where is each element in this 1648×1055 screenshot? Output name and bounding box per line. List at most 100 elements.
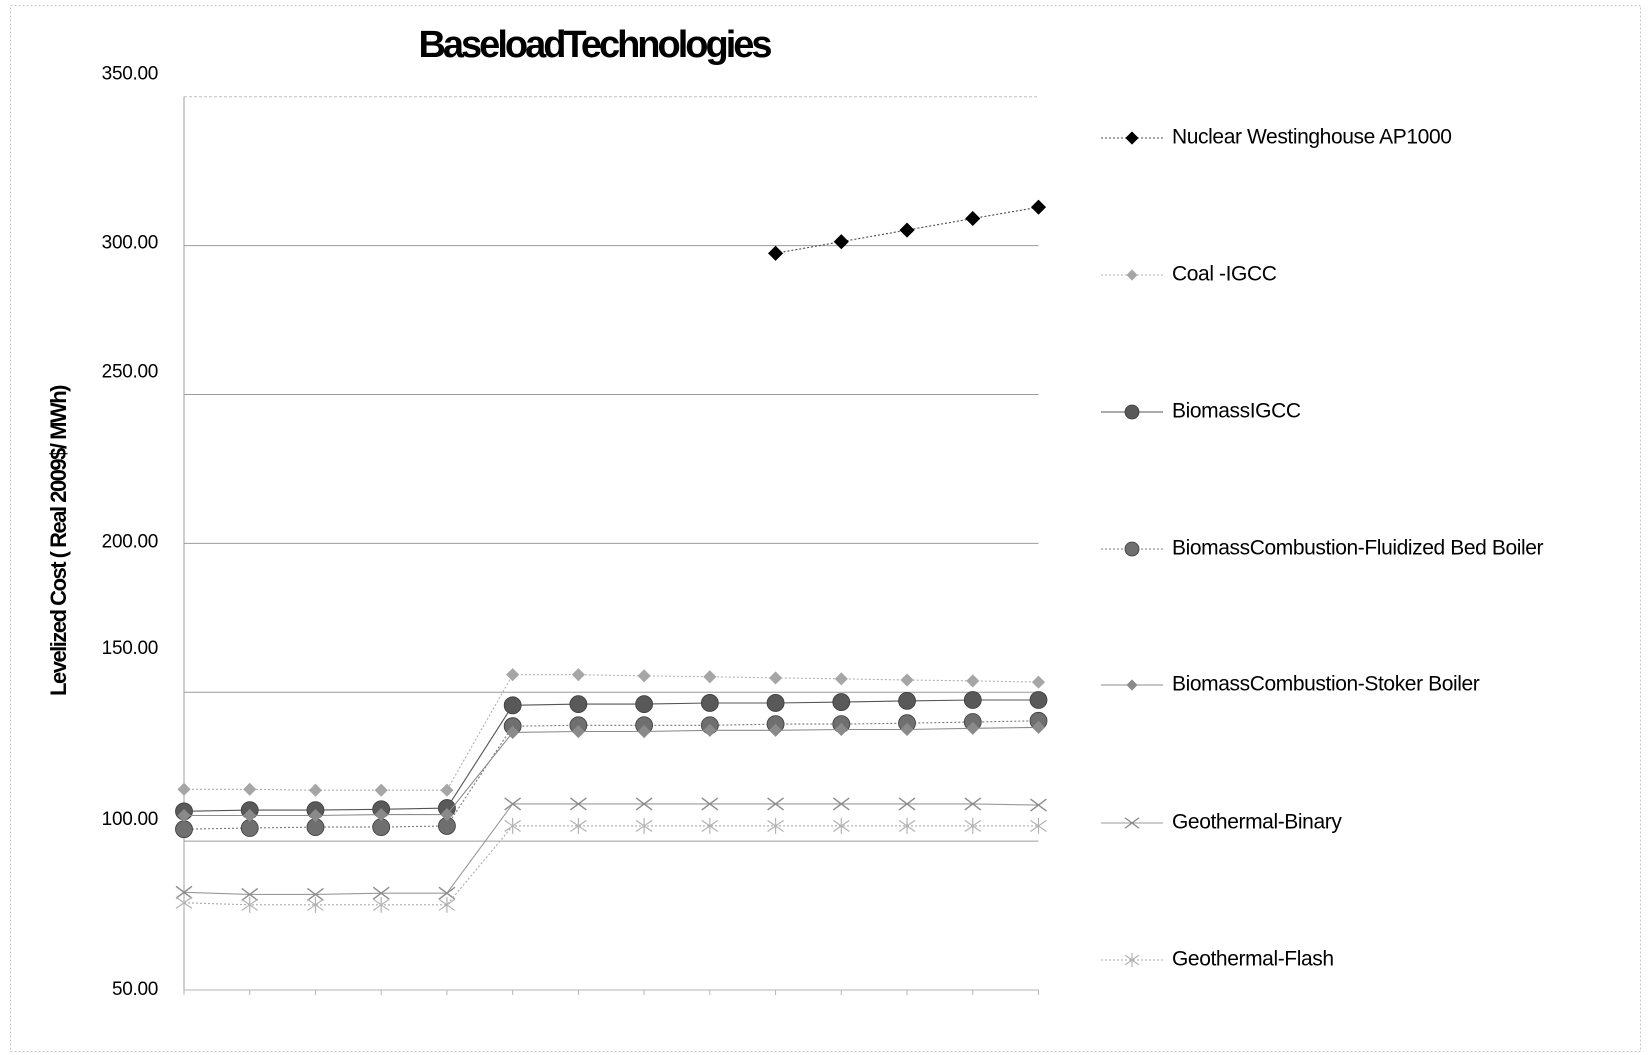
series-geothermal-flash-point	[570, 817, 587, 834]
series-line	[184, 726, 1039, 817]
series-geothermal-binary-point	[438, 886, 456, 900]
series-coal-igcc-point	[177, 782, 191, 796]
series-geothermal-binary-point	[964, 797, 982, 811]
y-tick-label: 250.00	[102, 361, 158, 382]
legend-label: Nuclear Westinghouse AP1000	[1172, 126, 1452, 149]
series-coal-igcc-point	[1031, 675, 1046, 689]
series-line	[183, 803, 1039, 895]
series-coal-igcc-point	[308, 783, 323, 797]
legend-marker	[1126, 679, 1138, 691]
series-line	[183, 720, 1039, 830]
y-tick-label: 100.00	[102, 809, 158, 830]
series-coal-igcc	[177, 668, 1046, 797]
series-nuclear-westinghouse-ap1000-point	[1030, 199, 1047, 215]
series-biomasscombustion-stoker-boiler-point	[308, 808, 323, 823]
series-geothermal-binary-point	[307, 887, 324, 901]
series-line	[183, 699, 1039, 812]
series-biomasscombustion-stoker-boiler-point	[506, 725, 520, 739]
series-biomasscombustion-stoker-boiler-point	[243, 808, 257, 823]
series-geothermal-flash-point	[438, 896, 456, 913]
series-coal-igcc-point	[769, 671, 783, 685]
plot-area	[175, 199, 1048, 913]
series-biomasscombustion-stoker-boiler-point	[1031, 720, 1046, 734]
series-coal-igcc-point	[834, 672, 848, 686]
y-axis-label: Levelized Cost ( Real 2009$/ MWh)	[46, 385, 71, 696]
legend-item: Geothermal-Binary	[1101, 811, 1343, 834]
legend-label: Geothermal-Binary	[1172, 811, 1342, 834]
series-biomasscombustion-stoker-boiler-point	[769, 723, 783, 737]
series-geothermal-flash-point	[307, 896, 324, 913]
series-geothermal-binary-point	[898, 797, 916, 811]
series-geothermal-binary-point	[701, 797, 719, 811]
legend-label: BiomassCombustion-Stoker Boiler	[1172, 673, 1480, 696]
y-tick-label: 300.00	[102, 233, 158, 254]
series-biomassigcc	[175, 691, 1048, 821]
series-geothermal-binary	[175, 797, 1047, 901]
series-geothermal-flash-point	[701, 817, 719, 834]
gridlines	[184, 96, 1039, 991]
series-biomasscombustion-stoker-boiler-point	[571, 724, 585, 739]
series-nuclear-westinghouse-ap1000-point	[965, 210, 981, 227]
series-biomasscombustion-stoker-boiler-point	[177, 808, 191, 823]
legend-item: BiomassCombustion-Fluidized Bed Boiler	[1101, 537, 1544, 560]
series-geothermal-binary-point	[767, 797, 784, 811]
series-biomassigcc-point	[766, 694, 785, 712]
series-biomasscombustion-stoker-boiler	[177, 720, 1046, 823]
y-tick-label: 150.00	[102, 638, 158, 659]
series-biomasscombustion-stoker-boiler-point	[374, 808, 388, 822]
series-geothermal-flash-point	[898, 817, 916, 834]
legend-item: Coal -IGCC	[1101, 263, 1277, 286]
y-tick-label: 350.00	[102, 64, 158, 85]
series-biomasscombustion-stoker-boiler-point	[637, 724, 651, 739]
series-biomasscombustion-fluidized-bed-boiler-point	[175, 820, 193, 839]
series-geothermal-flash-point	[767, 817, 784, 834]
series-geothermal-flash-point	[372, 896, 390, 913]
series-geothermal-binary-point	[569, 797, 587, 811]
series-coal-igcc-point	[506, 668, 520, 682]
series-biomasscombustion-stoker-boiler-point	[703, 723, 717, 737]
series-biomasscombustion-stoker-boiler-point	[966, 721, 980, 735]
series-nuclear-westinghouse-ap1000-point	[833, 234, 849, 250]
series-biomasscombustion-stoker-boiler-point	[440, 808, 454, 822]
series-biomassigcc-point	[569, 695, 588, 714]
series-coal-igcc-point	[374, 783, 388, 797]
series-biomasscombustion-stoker-boiler-point	[834, 722, 848, 737]
legend-label: Geothermal-Flash	[1172, 948, 1334, 971]
legend-marker	[1126, 269, 1138, 281]
legend-item: Nuclear Westinghouse AP1000	[1101, 126, 1452, 149]
series-geothermal-flash-point	[504, 817, 521, 834]
legend-marker	[1124, 541, 1140, 557]
axes: 350.00 300.00 250.00 200.00 150.00 100.00 50.0…	[102, 64, 1039, 1000]
y-tick-label: 50.00	[112, 979, 158, 1000]
series-biomassigcc-point	[898, 691, 916, 710]
series-line	[183, 825, 1039, 906]
legend: Nuclear Westinghouse AP1000 Coal -IGCC Bio…	[1101, 126, 1544, 971]
series-geothermal-binary-point	[504, 797, 522, 811]
series-biomasscombustion-stoker-boiler-point	[900, 722, 914, 737]
series-geothermal-flash-point	[832, 817, 850, 834]
series-biomassigcc-point	[963, 691, 982, 709]
series-geothermal-binary-point	[1030, 798, 1047, 812]
legend-marker	[1125, 131, 1139, 145]
legend-label: BiomassIGCC	[1172, 400, 1301, 423]
series-geothermal-binary-point	[635, 797, 653, 811]
series-coal-igcc-point	[703, 670, 717, 684]
series-biomassigcc-point	[832, 693, 851, 711]
legend-label: Coal -IGCC	[1172, 263, 1277, 286]
legend-marker	[1124, 817, 1140, 829]
series-coal-igcc-point	[900, 673, 914, 687]
series-geothermal-flash-point	[1030, 817, 1047, 834]
series-geothermal-flash-point	[241, 896, 259, 913]
chart-frame	[10, 5, 1641, 1052]
series-coal-igcc-point	[637, 669, 651, 683]
legend-item: BiomassCombustion-Stoker Boiler	[1101, 673, 1480, 696]
legend-label: BiomassCombustion-Fluidized Bed Boiler	[1172, 537, 1544, 560]
series-geothermal-flash-point	[175, 894, 193, 911]
legend-marker	[1124, 404, 1140, 420]
series-nuclear-westinghouse-ap1000-point	[899, 222, 915, 238]
series-geothermal-flash-point	[964, 817, 982, 834]
y-tick-label: 200.00	[102, 531, 158, 552]
series-biomassigcc-point	[503, 696, 522, 715]
series-biomassigcc-point	[700, 694, 719, 712]
legend-marker	[1124, 953, 1140, 967]
